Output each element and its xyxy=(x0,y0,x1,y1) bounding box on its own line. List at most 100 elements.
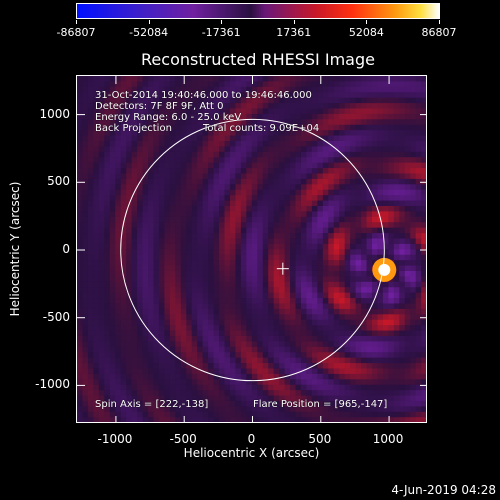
heatmap-cell xyxy=(393,222,400,229)
heatmap-cell xyxy=(317,395,324,402)
heatmap-cell xyxy=(355,227,362,234)
heatmap-cell xyxy=(126,314,133,321)
heatmap-cell xyxy=(268,135,275,142)
heatmap-cell xyxy=(404,363,411,370)
heatmap-cell xyxy=(98,335,105,342)
heatmap-cell xyxy=(202,325,209,332)
heatmap-cell xyxy=(415,298,422,305)
heatmap-cell xyxy=(87,119,94,126)
heatmap-cell xyxy=(219,103,226,110)
heatmap-cell xyxy=(415,379,422,386)
heatmap-cell xyxy=(137,173,144,180)
heatmap-cell xyxy=(191,379,198,386)
heatmap-cell xyxy=(153,113,160,120)
heatmap-cell xyxy=(317,411,324,418)
heatmap-cell xyxy=(382,314,389,321)
heatmap-cell xyxy=(93,97,100,104)
heatmap-cell xyxy=(404,222,411,229)
heatmap-cell xyxy=(235,411,242,418)
heatmap-cell xyxy=(393,130,400,137)
heatmap-cell xyxy=(115,130,122,137)
heatmap-cell xyxy=(399,173,406,180)
heatmap-cell xyxy=(240,411,247,418)
heatmap-cell xyxy=(186,233,193,240)
heatmap-cell xyxy=(186,411,193,418)
heatmap-cell xyxy=(169,200,176,207)
heatmap-cell xyxy=(333,195,340,202)
heatmap-cell xyxy=(126,97,133,104)
heatmap-cell xyxy=(382,86,389,93)
heatmap-cell xyxy=(251,319,258,326)
heatmap-cell xyxy=(120,189,127,196)
heatmap-cell xyxy=(77,303,84,310)
heatmap-cell xyxy=(87,325,94,332)
heatmap-cell xyxy=(104,249,111,256)
heatmap-cell xyxy=(93,330,100,337)
heatmap-cell xyxy=(175,308,182,315)
heatmap-cell xyxy=(382,227,389,234)
heatmap-cell xyxy=(262,281,269,288)
heatmap-cell xyxy=(273,363,280,370)
heatmap-cell xyxy=(115,270,122,278)
heatmap-cell xyxy=(213,249,220,256)
heatmap-cell xyxy=(388,86,395,93)
heatmap-cell xyxy=(229,238,237,245)
heatmap-cell xyxy=(82,168,89,175)
heatmap-cell xyxy=(131,254,138,261)
heatmap-cell xyxy=(333,108,340,115)
heatmap-cell xyxy=(339,195,346,202)
heatmap-cell xyxy=(169,270,176,278)
heatmap-cell xyxy=(224,276,231,283)
heatmap-cell xyxy=(77,124,84,131)
heatmap-cell xyxy=(279,406,286,413)
heatmap-cell xyxy=(306,411,313,418)
heatmap-cell xyxy=(148,276,155,283)
heatmap-cell xyxy=(229,200,237,207)
heatmap-cell xyxy=(235,270,242,278)
heatmap-cell xyxy=(164,173,171,180)
heatmap-cell xyxy=(361,113,368,120)
heatmap-cell xyxy=(240,406,247,413)
heatmap-cell xyxy=(224,135,231,142)
heatmap-cell xyxy=(240,189,247,196)
heatmap-cell xyxy=(257,205,264,213)
heatmap-cell xyxy=(399,157,406,164)
heatmap-cell xyxy=(202,395,209,402)
heatmap-cell xyxy=(350,222,357,229)
heatmap-cell xyxy=(366,308,373,315)
heatmap-cell xyxy=(131,292,138,299)
heatmap-cell xyxy=(126,270,133,278)
heatmap-cell xyxy=(93,363,100,370)
heatmap-cell xyxy=(169,281,176,288)
heatmap-cell xyxy=(229,265,237,272)
heatmap-cell xyxy=(153,406,160,413)
heatmap-cell xyxy=(328,335,335,342)
heatmap-cell xyxy=(361,249,368,256)
heatmap-cell xyxy=(175,108,182,115)
heatmap-cell xyxy=(355,189,362,196)
heatmap-cell xyxy=(421,243,426,250)
heatmap-cell xyxy=(104,195,111,202)
heatmap-cell xyxy=(153,200,160,207)
heatmap-cell xyxy=(382,325,389,332)
heatmap-cell xyxy=(268,346,275,353)
heatmap-cell xyxy=(219,243,226,250)
heatmap-cell xyxy=(180,406,187,413)
heatmap-cell xyxy=(366,330,373,337)
heatmap-cell xyxy=(350,390,357,397)
heatmap-cell xyxy=(82,276,89,283)
heatmap-cell xyxy=(104,222,111,229)
heatmap-cell xyxy=(284,270,291,278)
heatmap-cell xyxy=(153,417,160,422)
heatmap-cell xyxy=(126,411,133,418)
heatmap-cell xyxy=(169,86,176,93)
heatmap-cell xyxy=(186,238,193,245)
heatmap-cell xyxy=(300,92,308,99)
heatmap-cell xyxy=(290,222,297,229)
heatmap-cell xyxy=(180,270,187,278)
heatmap-cell xyxy=(153,238,160,245)
heatmap-cell xyxy=(377,81,384,88)
heatmap-cell xyxy=(109,352,116,359)
heatmap-cell xyxy=(98,151,105,158)
heatmap-cell xyxy=(300,400,308,407)
